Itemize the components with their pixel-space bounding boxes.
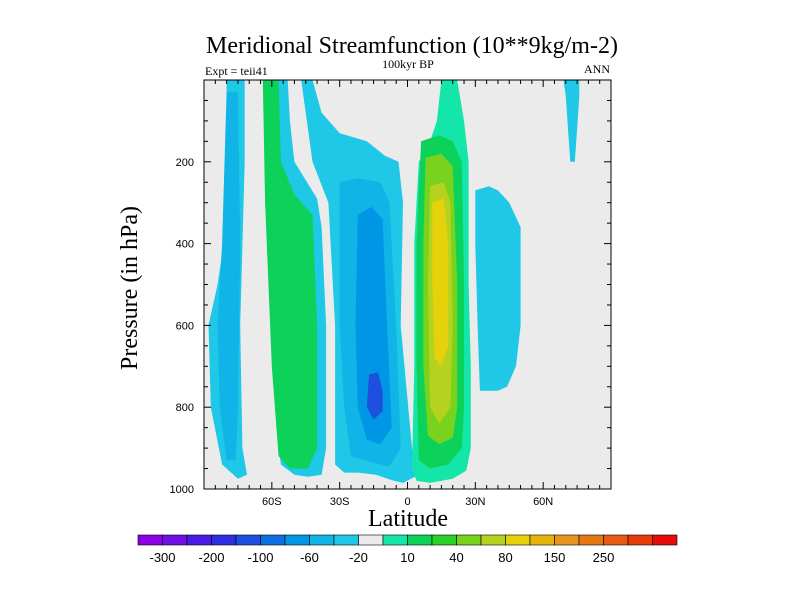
colorbar-swatch [603,534,629,546]
colorbar-swatch [529,534,555,546]
colorbar-swatch [627,534,653,546]
colorbar-label: -200 [198,550,224,565]
experiment-label: Expt = teii41 [205,64,268,78]
axes: 60S 30S 0 30N 60N 200 400 600 800 1000 [170,79,612,508]
colorbar-swatch [480,534,506,546]
contour-region [262,80,318,469]
colorbar-swatch [260,534,286,546]
period-label: 100kyr BP [382,57,434,71]
chart-title: Meridional Streamfunction (10**9kg/m-2) [206,33,618,59]
contour-region [355,206,392,444]
colorbar-swatch [456,534,482,546]
colorbar-label: 10 [400,550,414,565]
y-tick-label: 1000 [170,484,194,496]
x-axis-label: Latitude [368,506,448,532]
colorbar-swatch [505,534,531,546]
contour-region [366,372,383,420]
colorbar-swatch [578,534,604,546]
y-tick-label: 200 [176,157,194,169]
x-tick-label: 30S [330,496,350,508]
y-axis-label: Pressure (in hPa) [117,206,143,370]
colorbar-swatch [309,534,335,546]
colorbar-label: -300 [149,550,175,565]
x-tick-label: 60N [533,496,553,508]
y-tick-label: 600 [176,320,194,332]
colorbar-swatch [431,534,457,546]
colorbar-swatch [284,534,310,546]
plot-area [204,80,611,489]
colorbar-swatch [162,534,188,546]
colorbar-label: 40 [449,550,463,565]
colorbar-label: -100 [247,550,273,565]
season-label: ANN [584,62,610,76]
colorbar-label: 150 [544,550,566,565]
colorbar-label: -60 [300,550,319,565]
colorbar-label: 80 [498,550,512,565]
colorbar-swatch [333,534,359,546]
contour-region [563,80,580,162]
colorbar-swatch [137,534,163,546]
colorbar-swatch [382,534,408,546]
x-tick-label: 30N [465,496,485,508]
contour-region [217,92,241,461]
contour-region [432,198,449,367]
colorbar-swatch [235,534,261,546]
x-tick-label: 60S [262,496,282,508]
colorbar-swatch [211,534,237,546]
y-tick-label: 800 [176,402,194,414]
colorbar-label: -20 [349,550,368,565]
colorbar-label: 250 [593,550,615,565]
colorbar-swatch [186,534,212,546]
colorbar-swatch [652,534,678,546]
y-tick-label: 400 [176,239,194,251]
contour-region [475,186,521,391]
colorbar-swatch [407,534,433,546]
colorbar: -300 -200 -100 -60 -20 10 40 80 150 250 [137,534,678,565]
colorbar-swatch [358,534,384,546]
x-tick-label: 0 [404,496,410,508]
colorbar-swatch [554,534,580,546]
